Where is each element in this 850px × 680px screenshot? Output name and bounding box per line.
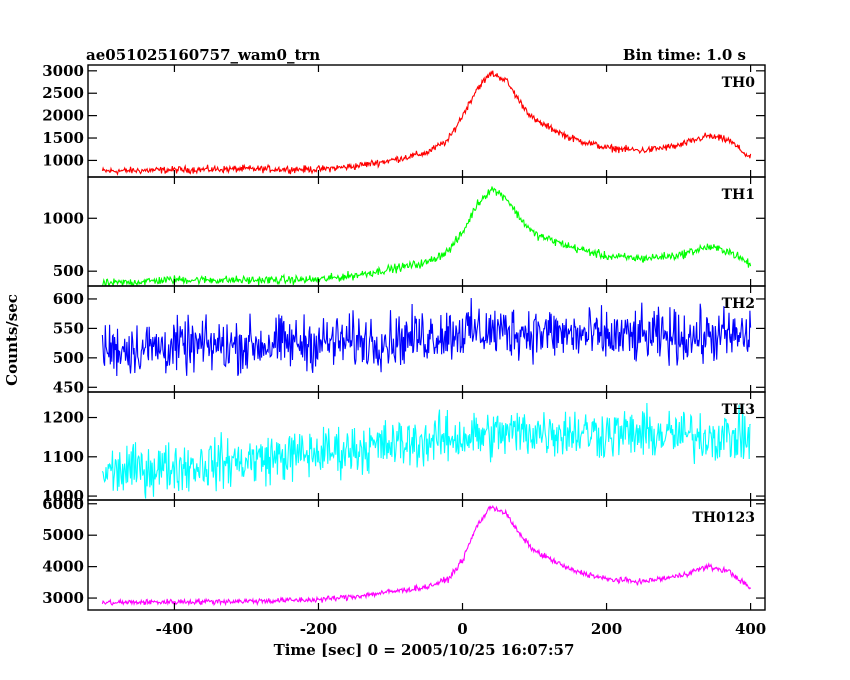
x-tick-label: 200 bbox=[591, 620, 622, 638]
y-tick-label: 2500 bbox=[42, 84, 84, 102]
panel-frame bbox=[87, 499, 766, 611]
series-line-th0 bbox=[101, 70, 752, 176]
y-tick-label: 550 bbox=[53, 319, 84, 337]
panel-frame bbox=[87, 176, 766, 287]
y-tick-label: 1000 bbox=[42, 151, 84, 169]
chart-title: ae051025160757_wam0_trn bbox=[86, 46, 320, 64]
y-axis-label: Counts/sec bbox=[3, 294, 21, 386]
panel-th1: 500 1000 TH1 bbox=[42, 176, 766, 287]
panel-label-th2: TH2 bbox=[722, 296, 755, 312]
panel-label-th0: TH0 bbox=[722, 75, 756, 91]
x-tick-label: -400 bbox=[156, 620, 194, 638]
y-tick-label: 1100 bbox=[42, 448, 84, 466]
y-tick-label: 5000 bbox=[42, 526, 84, 544]
y-tick-label: 600 bbox=[53, 290, 84, 308]
panel-label-th1: TH1 bbox=[722, 187, 755, 203]
y-tick-label: 3000 bbox=[42, 62, 84, 80]
bin-time-label: Bin time: 1.0 s bbox=[623, 46, 746, 64]
y-tick-label: 1200 bbox=[42, 409, 84, 427]
y-tick-label: 1000 bbox=[42, 209, 84, 227]
y-tick-label: 500 bbox=[53, 349, 84, 367]
y-tick-label: 4000 bbox=[42, 558, 84, 576]
x-tick-label: 400 bbox=[735, 620, 766, 638]
panel-th0: 1000 1500 2000 2500 3000 TH0 bbox=[42, 62, 766, 178]
series-line-th1 bbox=[101, 186, 752, 286]
x-tick-label: 0 bbox=[457, 620, 467, 638]
series-line-th3 bbox=[101, 402, 751, 499]
panel-label-th0123: TH0123 bbox=[692, 510, 755, 526]
y-tick-label: 1500 bbox=[42, 129, 84, 147]
y-tick-label: 2000 bbox=[42, 107, 84, 125]
y-tick-label: 3000 bbox=[42, 589, 84, 607]
x-axis-label: Time [sec] 0 = 2005/10/25 16:07:57 bbox=[274, 641, 575, 659]
panels-group: 10001500200025003000TH05001000TH14505005… bbox=[42, 62, 766, 611]
x-tick-label: -200 bbox=[300, 620, 338, 638]
panel-th3: 1000 1100 1200 TH3 bbox=[42, 391, 766, 505]
y-tick-label: 500 bbox=[53, 262, 84, 280]
panel-label-th3: TH3 bbox=[722, 402, 755, 418]
y-tick-label: 1000 bbox=[42, 487, 84, 505]
y-tick-label: 450 bbox=[53, 378, 84, 396]
series-line-th2 bbox=[101, 297, 752, 377]
y-tick-label: 6000 bbox=[42, 495, 84, 513]
panel-frame bbox=[87, 64, 766, 178]
panel-th0123: 3000 4000 5000 6000 TH0123 bbox=[42, 495, 766, 611]
x-axis: -400 -200 0 200 400 bbox=[156, 620, 767, 638]
series-line-th0123 bbox=[101, 505, 752, 607]
panel-th2: 450 500 550 600 TH2 bbox=[53, 285, 766, 396]
